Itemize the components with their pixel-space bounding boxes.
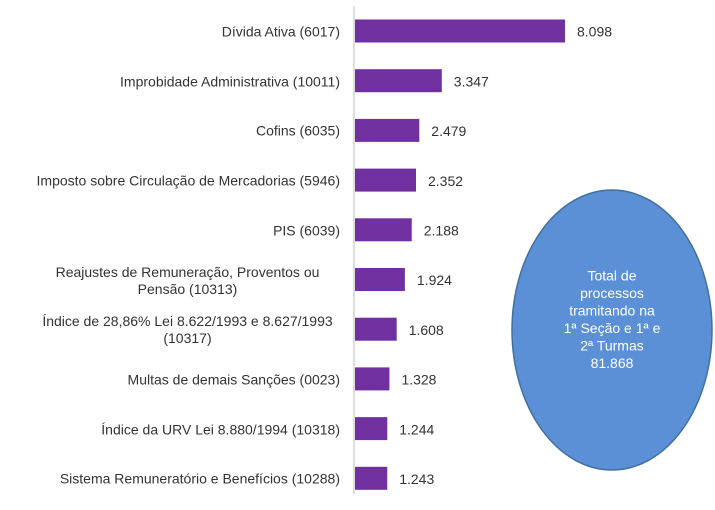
value-label: 1.608 — [409, 322, 444, 338]
bar — [355, 466, 388, 490]
bar — [355, 317, 397, 341]
category-label: Imposto sobre Circulação de Mercadorias … — [36, 172, 340, 189]
value-label: 2.352 — [428, 173, 463, 189]
category-label: Improbidade Administrativa (10011) — [120, 73, 340, 90]
annotation-text: 2ª Turmas — [580, 338, 644, 354]
annotation-bubble — [511, 189, 713, 471]
annotation-text: tramitando na — [569, 303, 655, 319]
bar — [355, 268, 405, 291]
annotation-text: processos — [580, 285, 644, 301]
category-label: Índice da URV Lei 8.880/1994 (10318) — [101, 421, 340, 438]
value-label: 1.244 — [399, 421, 434, 437]
value-label: 1.243 — [399, 471, 434, 487]
bar — [355, 218, 412, 242]
annotation-text: Total de — [587, 268, 636, 284]
bar — [355, 69, 442, 93]
bar — [355, 19, 565, 43]
category-label: Dívida Ativa (6017) — [221, 23, 340, 40]
bar — [355, 417, 388, 441]
bar — [355, 367, 390, 391]
bar — [355, 118, 420, 142]
category-label: Cofins (6035) — [255, 122, 340, 139]
value-label: 3.347 — [454, 73, 489, 89]
category-label: PIS (6039) — [273, 222, 340, 239]
category-label: Sistema Remuneratório e Benefícios (1028… — [59, 470, 340, 487]
bar — [355, 168, 416, 192]
category-label: Reajustes de Remuneração, Proventos ou P… — [55, 263, 320, 297]
value-label: 8.098 — [577, 24, 612, 40]
annotation-text: 81.868 — [591, 355, 634, 371]
category-label: Índice de 28,86% Lei 8.622/1993 e 8.627/… — [42, 313, 333, 347]
value-label: 1.328 — [401, 372, 436, 388]
annotation-text: 1ª Seção e 1ª e — [564, 320, 661, 336]
value-label: 2.479 — [431, 123, 466, 139]
value-label: 2.188 — [424, 223, 459, 239]
category-label: Multas de demais Sanções (0023) — [127, 371, 340, 388]
value-label: 1.924 — [417, 272, 452, 288]
